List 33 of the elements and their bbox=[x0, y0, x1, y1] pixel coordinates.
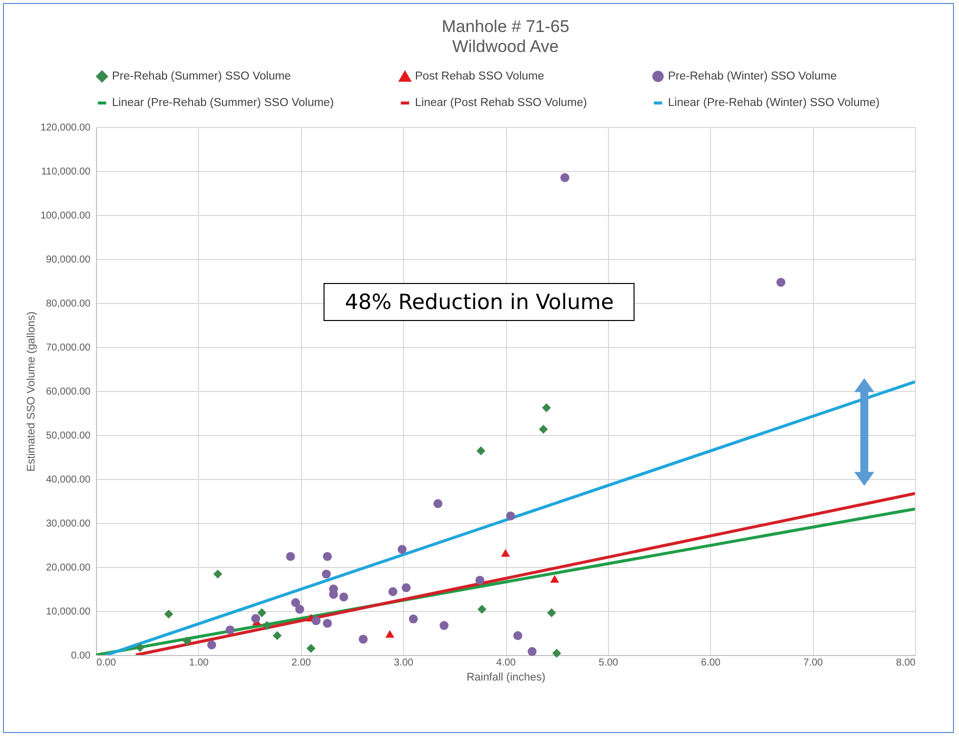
y-tick-label: 100,000.00 bbox=[40, 210, 91, 222]
y-tick-label: 80,000.00 bbox=[46, 298, 91, 310]
chart-subtitle: Wildwood Ave bbox=[452, 37, 559, 56]
y-axis-title: Estimated SSO Volume (gallons) bbox=[25, 311, 38, 472]
y-tick-label: 0.00 bbox=[71, 650, 91, 662]
y-tick-label: 70,000.00 bbox=[46, 342, 91, 354]
x-tick-label: 8.00 bbox=[896, 658, 916, 668]
legend-label: Linear (Pre-Rehab (Summer) SSO Volume) bbox=[112, 97, 334, 109]
legend-label: Post Rehab SSO Volume bbox=[415, 70, 544, 83]
annotation: 48% Reduction in Volume bbox=[324, 283, 635, 322]
y-tick-label: 40,000.00 bbox=[46, 474, 91, 486]
x-tick-label: 5.00 bbox=[598, 658, 619, 668]
y-tick-label: 10,000.00 bbox=[46, 606, 91, 618]
legend-label: Pre-Rehab (Summer) SSO Volume bbox=[112, 70, 291, 82]
y-tick-label: 120,000.00 bbox=[40, 122, 91, 134]
y-tick-label: 50,000.00 bbox=[46, 430, 91, 442]
y-tick-label: 110,000.00 bbox=[41, 166, 91, 178]
chart-title: Manhole # 71-65 bbox=[442, 17, 570, 36]
x-axis-title: Rainfall (inches) bbox=[466, 672, 546, 684]
y-tick-label: 30,000.00 bbox=[46, 518, 91, 530]
x-tick-label: 4.00 bbox=[496, 658, 516, 668]
x-tick-label: 3.00 bbox=[394, 658, 414, 668]
y-tick-label: 20,000.00 bbox=[46, 562, 91, 574]
x-tick-label: 0.00 bbox=[96, 658, 116, 668]
legend-label: Pre-Rehab (Winter) SSO Volume bbox=[668, 70, 837, 82]
x-tick-label: 6.00 bbox=[701, 658, 721, 668]
y-tick-label: 90,000.00 bbox=[46, 254, 91, 266]
x-tick-label: 2.00 bbox=[292, 658, 312, 668]
y-tick-label: 60,000.00 bbox=[46, 386, 91, 398]
x-tick-label: 7.00 bbox=[803, 658, 824, 668]
legend-label: Linear (Pre-Rehab (Winter) SSO Volume) bbox=[668, 97, 880, 109]
x-tick-label: 1.00 bbox=[189, 658, 210, 668]
legend-label: Linear (Post Rehab SSO Volume) bbox=[415, 97, 588, 109]
